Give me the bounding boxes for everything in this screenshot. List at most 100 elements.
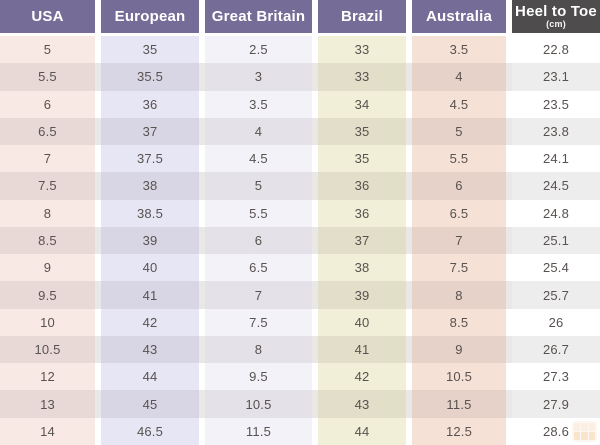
table-cell: 42 bbox=[101, 308, 199, 336]
table-cell: 28.6 bbox=[512, 417, 600, 445]
table-cell: 38 bbox=[318, 254, 406, 282]
table-cell: 38 bbox=[101, 172, 199, 200]
table-row: 5 35 2.5 33 3.5 22.8 bbox=[0, 36, 600, 64]
table-cell: 42 bbox=[318, 363, 406, 391]
table-cell: 38.5 bbox=[101, 199, 199, 227]
table-cell: 23.1 bbox=[512, 63, 600, 91]
table-cell: 7.5 bbox=[412, 254, 506, 282]
table-row: 12 44 9.5 42 10.5 27.3 bbox=[0, 363, 600, 391]
table-cell: 11.5 bbox=[412, 390, 506, 418]
table-cell: 8.5 bbox=[412, 308, 506, 336]
table-cell: 7.5 bbox=[205, 308, 312, 336]
table-cell: 3.5 bbox=[412, 36, 506, 64]
table-cell: 35 bbox=[101, 36, 199, 64]
table-cell: 22.8 bbox=[512, 36, 600, 64]
table-cell: 24.5 bbox=[512, 172, 600, 200]
table-cell: 6 bbox=[0, 90, 95, 118]
column-header-label: Great Britain bbox=[211, 7, 306, 25]
table-cell: 7.5 bbox=[0, 172, 95, 200]
table-cell: 10.5 bbox=[205, 390, 312, 418]
table-cell: 33 bbox=[318, 63, 406, 91]
table-cell: 27.9 bbox=[512, 390, 600, 418]
table-cell: 26.7 bbox=[512, 335, 600, 364]
table-cell: 12 bbox=[0, 363, 95, 391]
table-cell: 14 bbox=[0, 417, 95, 445]
table-cell: 33 bbox=[318, 36, 406, 64]
table-row: 10.5 43 8 41 9 26.7 bbox=[0, 335, 600, 364]
table-cell: 11.5 bbox=[205, 417, 312, 445]
table-cell: 39 bbox=[318, 281, 406, 309]
table-row: 7.5 38 5 36 6 24.5 bbox=[0, 172, 600, 200]
table-cell: 10 bbox=[0, 308, 95, 336]
table-cell: 25.4 bbox=[512, 254, 600, 282]
column-header-brazil: Brazil bbox=[318, 0, 406, 33]
table-cell: 44 bbox=[101, 363, 199, 391]
table-row: 6.5 37 4 35 5 23.8 bbox=[0, 117, 600, 146]
table-row: 14 46.5 11.5 44 12.5 28.6 bbox=[0, 417, 600, 445]
table-cell: 8 bbox=[205, 335, 312, 364]
table-cell: 23.5 bbox=[512, 90, 600, 118]
table-cell: 3 bbox=[205, 63, 312, 91]
table-cell: 23.8 bbox=[512, 117, 600, 146]
table-cell: 9.5 bbox=[0, 281, 95, 309]
table-row: 5.5 35.5 3 33 4 23.1 bbox=[0, 63, 600, 91]
table-cell: 25.7 bbox=[512, 281, 600, 309]
table-cell: 8 bbox=[0, 199, 95, 227]
table-cell: 12.5 bbox=[412, 417, 506, 445]
table-header-row: USA European Great Britain Brazil Austra… bbox=[0, 0, 600, 33]
table-row: 10 42 7.5 40 8.5 26 bbox=[0, 308, 600, 336]
table-cell: 35 bbox=[318, 117, 406, 146]
table-cell: 6 bbox=[205, 226, 312, 255]
column-header-label: Australia bbox=[426, 7, 492, 25]
table-row: 13 45 10.5 43 11.5 27.9 bbox=[0, 390, 600, 418]
column-header-label: Heel to Toe bbox=[515, 2, 597, 20]
column-header-label: European bbox=[114, 7, 186, 25]
column-header-european: European bbox=[101, 0, 199, 33]
table-row: 8 38.5 5.5 36 6.5 24.8 bbox=[0, 199, 600, 227]
table-cell: 36 bbox=[318, 172, 406, 200]
table-cell: 36 bbox=[101, 90, 199, 118]
table-cell: 6.5 bbox=[412, 199, 506, 227]
table-cell: 4 bbox=[412, 63, 506, 91]
table-cell: 34 bbox=[318, 90, 406, 118]
table-cell: 9 bbox=[412, 335, 506, 364]
table-cell: 43 bbox=[101, 335, 199, 364]
table-cell: 8 bbox=[412, 281, 506, 309]
column-header-label: USA bbox=[31, 7, 64, 25]
table-cell: 5 bbox=[0, 36, 95, 64]
table-cell: 7 bbox=[205, 281, 312, 309]
table-cell: 4.5 bbox=[205, 145, 312, 173]
table-cell: 10.5 bbox=[0, 335, 95, 364]
table-cell: 6 bbox=[412, 172, 506, 200]
table-cell: 24.1 bbox=[512, 145, 600, 173]
table-cell: 8.5 bbox=[0, 226, 95, 255]
table-cell: 40 bbox=[101, 254, 199, 282]
table-cell: 37 bbox=[101, 117, 199, 146]
table-cell: 44 bbox=[318, 417, 406, 445]
table-row: 6 36 3.5 34 4.5 23.5 bbox=[0, 90, 600, 118]
table-cell: 6.5 bbox=[205, 254, 312, 282]
table-cell: 35.5 bbox=[101, 63, 199, 91]
table-cell: 7 bbox=[0, 145, 95, 173]
table-body: 5 35 2.5 33 3.5 22.8 5.5 35.5 3 33 4 23.1 6 36 3.5 34 4.… bbox=[0, 36, 600, 445]
table-cell: 41 bbox=[101, 281, 199, 309]
table-cell: 39 bbox=[101, 226, 199, 255]
table-cell: 43 bbox=[318, 390, 406, 418]
table-cell: 6.5 bbox=[0, 117, 95, 146]
table-cell: 5.5 bbox=[412, 145, 506, 173]
table-cell: 5.5 bbox=[0, 63, 95, 91]
table-row: 7 37.5 4.5 35 5.5 24.1 bbox=[0, 145, 600, 173]
table-cell: 36 bbox=[318, 199, 406, 227]
table-row: 9.5 41 7 39 8 25.7 bbox=[0, 281, 600, 309]
table-cell: 27.3 bbox=[512, 363, 600, 391]
table-cell: 7 bbox=[412, 226, 506, 255]
table-cell: 46.5 bbox=[101, 417, 199, 445]
table-cell: 3.5 bbox=[205, 90, 312, 118]
site-logo-watermark bbox=[572, 421, 597, 442]
table-cell: 45 bbox=[101, 390, 199, 418]
table-row: 8.5 39 6 37 7 25.1 bbox=[0, 226, 600, 255]
table-cell: 37 bbox=[318, 226, 406, 255]
column-header-label: Brazil bbox=[340, 7, 384, 25]
table-cell: 2.5 bbox=[205, 36, 312, 64]
table-cell: 5.5 bbox=[205, 199, 312, 227]
